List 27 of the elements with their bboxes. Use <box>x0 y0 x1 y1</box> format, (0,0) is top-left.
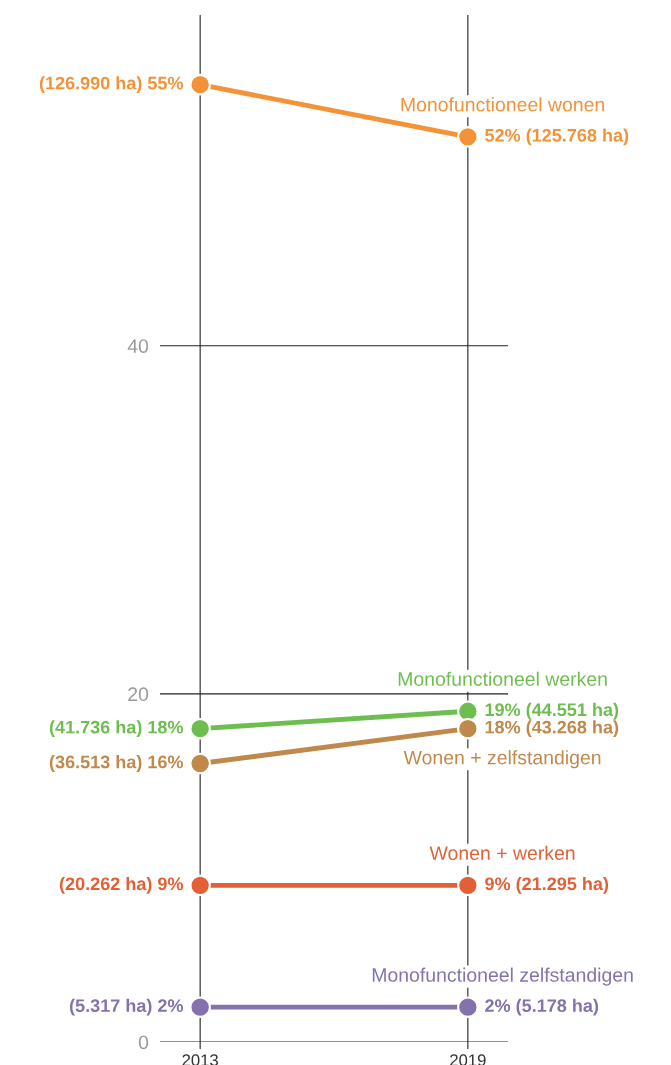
data-label: (20.262 ha) 9% <box>59 876 184 894</box>
series-label: Wonen + zelfstandigen <box>403 750 601 769</box>
data-label: (36.513 ha) 16% <box>49 755 184 772</box>
data-label: (41.736 ha) 18% <box>49 720 184 738</box>
series-label: Monofunctioneel zelfstandigen <box>372 967 633 986</box>
data-label: 2% (5.178 ha) <box>485 998 599 1016</box>
data-label: 18% (43.268 ha) <box>485 720 619 738</box>
point <box>189 752 211 775</box>
point <box>189 874 211 897</box>
point <box>189 717 211 740</box>
data-label: 52% (125.768 ha) <box>485 128 629 146</box>
data-label: (126.990 ha) 55% <box>39 76 184 94</box>
series-label: Wonen + werken <box>429 845 575 860</box>
data-label: (5.317 ha) 2% <box>69 998 184 1016</box>
y-tick-label: 40 <box>127 339 149 353</box>
data-label: 9% (21.295 ha) <box>485 876 609 894</box>
point <box>189 996 211 1018</box>
point <box>457 717 479 740</box>
y-tick-label: 0 <box>138 1035 149 1050</box>
point <box>457 126 479 148</box>
point <box>457 996 479 1018</box>
series-label: Monofunctioneel werken <box>398 671 607 686</box>
data-label: 19% (44.551 ha) <box>485 702 619 720</box>
y-tick-label: 20 <box>128 687 149 702</box>
series-label: Monofunctioneel wonen <box>401 97 605 112</box>
point <box>189 73 211 96</box>
point <box>457 874 479 897</box>
